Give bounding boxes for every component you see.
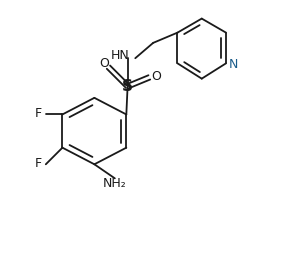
Text: N: N	[228, 58, 238, 71]
Text: F: F	[35, 157, 42, 170]
Text: O: O	[151, 70, 161, 82]
Text: NH₂: NH₂	[103, 177, 127, 190]
Text: O: O	[100, 57, 109, 70]
Text: HN: HN	[111, 49, 129, 62]
Text: F: F	[35, 107, 42, 120]
Text: S: S	[122, 79, 133, 94]
